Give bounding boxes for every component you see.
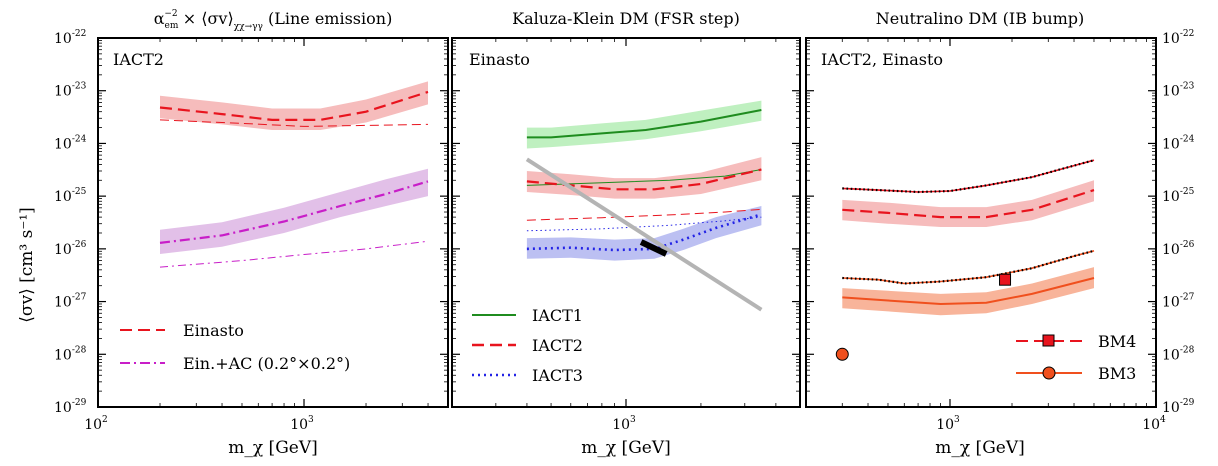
series-p1-ein-ac-0-2-0-2- (159, 180, 429, 244)
series-p1-einasto-thin- (159, 119, 429, 127)
panel-1-title: αem−2 × ⟨σv⟩χχ→γγ (Line emission) (154, 9, 393, 32)
panel-1-label: IACT2 (113, 50, 164, 69)
ytick-label: 10-22 (1162, 29, 1194, 47)
lines-layer (159, 90, 1095, 361)
panel-2-label: Einasto (469, 50, 530, 69)
xtick-label: 103 (290, 415, 314, 433)
panel-2-title: Kaluza-Klein DM (FSR step) (512, 9, 740, 28)
series-p3-bm3 (842, 277, 1095, 306)
legend-label-iact1: IACT1 (532, 306, 583, 325)
series-p1-ein-ac-thin- (159, 240, 429, 268)
y-axis-label: ⟨σv⟩ [cm³ s⁻¹] (17, 207, 37, 323)
legend-label-einasto: Einasto (183, 321, 244, 340)
point-bm3-circle (835, 347, 849, 361)
ytick-label: 10-27 (1162, 293, 1195, 311)
panel-3-title: Neutralino DM (IB bump) (876, 9, 1085, 28)
legend-label-iact3: IACT3 (532, 366, 583, 385)
frames-layer (97, 37, 1157, 408)
series-p2-iact3-thin- (526, 216, 762, 232)
band-p2-s2 (526, 157, 762, 199)
band-p2-s0 (526, 100, 762, 149)
legend-panel-1: Einasto Ein.+AC (0.2°×0.2°) (120, 321, 350, 373)
series-p3-bm4 (842, 189, 1095, 219)
xtick-label: 102 (84, 415, 108, 433)
ytick-label: 10-28 (1162, 345, 1195, 363)
xtick-label: 103 (936, 415, 960, 433)
ytick-label: 10-27 (54, 293, 87, 311)
ytick-label: 10-23 (54, 82, 87, 100)
ytick-label: 10-25 (54, 187, 87, 205)
panel-1-frame (97, 37, 449, 408)
series-p2-iact1 (526, 109, 762, 139)
x-axis-label-panel-2: m_χ [GeV] (581, 438, 671, 458)
series-p3-bm3-dotted- (842, 249, 1095, 285)
ytick-label: 10-28 (54, 345, 87, 363)
legend-label-iact2: IACT2 (532, 336, 583, 355)
ytick-label: 10-29 (54, 398, 87, 416)
xtick-label: 104 (1142, 415, 1166, 433)
band-p3-s2 (842, 267, 1094, 316)
text-layer: 102 103 10-29 10-28 10-27 10-26 10-25 10-24 10-2… (54, 29, 1195, 433)
series-p2-iact1-thin- (526, 169, 762, 186)
legend-panel-2: IACT1 IACT2 IACT3 (472, 306, 583, 385)
legend-label-bm4: BM4 (1098, 332, 1136, 351)
panel-3-frame (805, 37, 1157, 408)
legend-marker-bm4-square (1042, 334, 1055, 347)
legend-panel-3: BM4 BM3 (1016, 332, 1136, 383)
legend-label-ein-ac: Ein.+AC (0.2°×0.2°) (183, 354, 350, 373)
ytick-label: 10-26 (1162, 240, 1195, 258)
ytick-label: 10-24 (54, 134, 87, 152)
series-p2-relic (525, 157, 763, 312)
x-axis-label-panel-1: m_χ [GeV] (228, 438, 318, 458)
legend-marker-bm3-circle (1042, 366, 1056, 380)
band-p1-s0 (160, 81, 428, 130)
point-bm4-square (999, 273, 1012, 286)
ytick-label: 10-23 (1162, 82, 1195, 100)
legend-label-bm3: BM3 (1098, 364, 1136, 383)
x-axis-label-panel-3: m_χ [GeV] (935, 438, 1025, 458)
series-p2-relic-highlight (639, 239, 668, 257)
ytick-label: 10-25 (1162, 187, 1195, 205)
band-p2-s4 (526, 206, 762, 261)
ytick-label: 10-22 (54, 29, 86, 47)
ytick-label: 10-24 (1162, 134, 1195, 152)
series-p2-iact2-thin- (526, 208, 762, 221)
series-p3-bm4-dotted- (842, 159, 1095, 194)
ytick-label: 10-29 (1162, 398, 1195, 416)
panel-3-label: IACT2, Einasto (821, 50, 943, 69)
ytick-label: 10-26 (54, 240, 87, 258)
series-p1-einasto (159, 90, 429, 122)
xtick-label: 103 (612, 415, 636, 433)
band-p1-s2 (160, 168, 428, 254)
